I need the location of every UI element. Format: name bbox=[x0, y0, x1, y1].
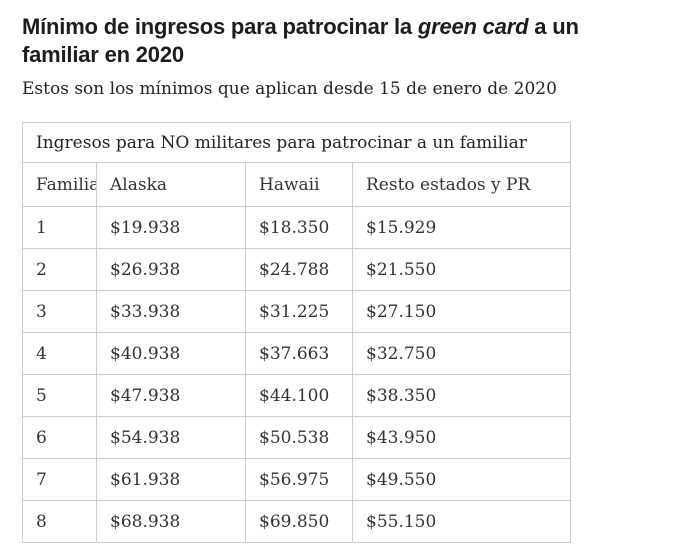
cell-alaska: $54.938 bbox=[96, 416, 246, 459]
cell-alaska: $47.938 bbox=[96, 374, 246, 417]
table-row: 4 $40.938 $37.663 $32.750 bbox=[22, 332, 572, 375]
cell-hawaii: $31.225 bbox=[245, 290, 353, 333]
cell-familia: 2 bbox=[22, 248, 97, 291]
table-row: 2 $26.938 $24.788 $21.550 bbox=[22, 248, 572, 291]
cell-alaska: $26.938 bbox=[96, 248, 246, 291]
cell-familia: 6 bbox=[22, 416, 97, 459]
title-italic-term: green card bbox=[417, 14, 529, 39]
cell-resto: $15.929 bbox=[351, 206, 572, 249]
table-row: 7 $61.938 $56.975 $49.550 bbox=[22, 458, 572, 501]
table-row: 8 $68.938 $69.850 $55.150 bbox=[22, 500, 572, 543]
cell-resto: $55.150 bbox=[351, 500, 572, 543]
cell-hawaii: $69.850 bbox=[245, 500, 353, 543]
page-title: Mínimo de ingresos para patrocinar la gr… bbox=[22, 13, 655, 69]
cell-familia: 4 bbox=[22, 332, 97, 375]
cell-alaska: $40.938 bbox=[96, 332, 246, 375]
cell-familia: 1 bbox=[22, 206, 97, 249]
table-row: 6 $54.938 $50.538 $43.950 bbox=[22, 416, 572, 459]
table-row: 5 $47.938 $44.100 $38.350 bbox=[22, 374, 572, 417]
cell-hawaii: $44.100 bbox=[245, 374, 353, 417]
table-caption: Ingresos para NO militares para patrocin… bbox=[21, 122, 572, 163]
cell-hawaii: $24.788 bbox=[245, 248, 353, 291]
table-row: 3 $33.938 $31.225 $27.150 bbox=[22, 290, 572, 333]
title-text-start: Mínimo de ingresos para patrocinar la bbox=[22, 14, 418, 39]
cell-alaska: $33.938 bbox=[96, 290, 246, 333]
table-row: 1 $19.938 $18.350 $15.929 bbox=[22, 206, 572, 249]
cell-alaska: $68.938 bbox=[96, 500, 246, 543]
title-text-end: a un familiar en 2020 bbox=[22, 14, 579, 67]
column-header-hawaii: Hawaii bbox=[245, 162, 353, 207]
subtitle: Estos son los mínimos que aplican desde … bbox=[22, 79, 557, 99]
cell-hawaii: $50.538 bbox=[245, 416, 353, 459]
cell-hawaii: $37.663 bbox=[245, 332, 353, 375]
cell-alaska: $19.938 bbox=[96, 206, 246, 249]
cell-resto: $38.350 bbox=[351, 374, 572, 417]
cell-alaska: $61.938 bbox=[96, 458, 246, 501]
cell-familia: 5 bbox=[22, 374, 97, 417]
cell-resto: $43.950 bbox=[351, 416, 572, 459]
column-header-row: Familia Alaska Hawaii Resto estados y PR bbox=[22, 162, 572, 207]
cell-familia: 8 bbox=[22, 500, 97, 543]
column-header-resto: Resto estados y PR bbox=[351, 162, 572, 207]
cell-resto: $21.550 bbox=[351, 248, 572, 291]
cell-hawaii: $56.975 bbox=[245, 458, 353, 501]
column-header-familia: Familia bbox=[22, 162, 97, 207]
cell-familia: 3 bbox=[22, 290, 97, 333]
table-caption-row: Ingresos para NO militares para patrocin… bbox=[21, 122, 572, 163]
cell-resto: $32.750 bbox=[351, 332, 572, 375]
cell-resto: $27.150 bbox=[351, 290, 572, 333]
article: Mínimo de ingresos para patrocinar la gr… bbox=[21, 13, 655, 543]
cell-familia: 7 bbox=[22, 458, 97, 501]
income-table: Ingresos para NO militares para patrocin… bbox=[21, 122, 572, 543]
column-header-alaska: Alaska bbox=[96, 162, 246, 207]
cell-resto: $49.550 bbox=[351, 458, 572, 501]
cell-hawaii: $18.350 bbox=[245, 206, 353, 249]
